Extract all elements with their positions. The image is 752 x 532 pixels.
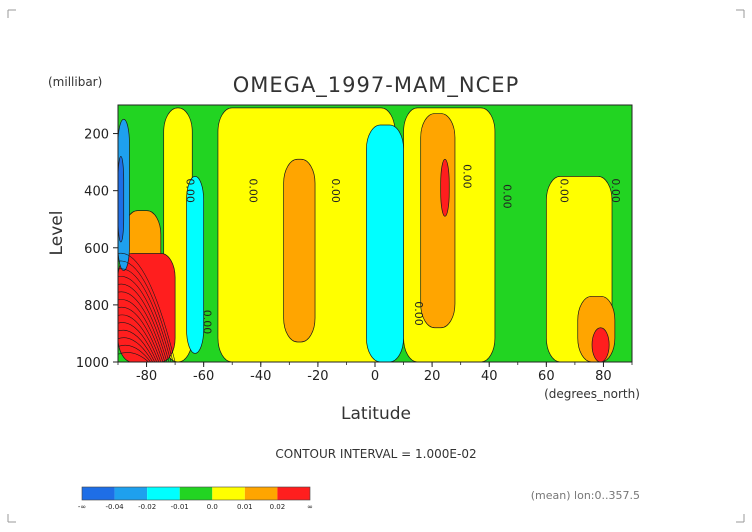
colorbar-label-1: -0.04 <box>106 503 125 511</box>
x-tick-label-1: -60 <box>193 369 214 384</box>
contour-line-12 <box>118 344 151 362</box>
y-axis-title: Level <box>47 211 67 256</box>
x-tick-label-2: -40 <box>250 369 271 384</box>
contour-line-4 <box>118 283 168 362</box>
contour-line-2 <box>118 268 172 362</box>
colorbar-swatch-1 <box>114 487 148 500</box>
contour-region-10 <box>440 158 450 217</box>
y-tick-label-1: 400 <box>84 185 109 200</box>
colorbar-swatch-4 <box>212 487 245 500</box>
contour-label-8: 0.00 <box>201 310 214 335</box>
x-tick-label-0: -80 <box>136 369 157 384</box>
chart-title: OMEGA_1997-MAM_NCEP <box>233 73 519 98</box>
contour-region-4 <box>283 158 316 343</box>
contour-line-6 <box>118 299 164 362</box>
contour-line-13 <box>118 352 149 362</box>
contour-line-11 <box>118 337 153 362</box>
colorbar-label-6: 0.02 <box>270 503 286 511</box>
x-tick-label-6: 40 <box>481 369 498 384</box>
x-axis: -80 -60 -40 -20 0 20 40 60 80 <box>117 362 633 384</box>
contour-region-11 <box>366 124 404 362</box>
contour-line-0 <box>118 253 176 362</box>
corner-marks <box>7 9 745 523</box>
units-label: (millibar) <box>48 75 102 89</box>
colorbar-label-2: -0.02 <box>138 503 156 511</box>
colorbar-label-0: -∞ <box>78 503 86 511</box>
y-tick-label-2: 600 <box>84 242 109 257</box>
contour-lines <box>118 253 176 362</box>
x-tick-label-3: -20 <box>307 369 328 384</box>
x-axis-units: (degrees_north) <box>544 387 640 401</box>
contour-label-3: 0.00 <box>461 164 474 189</box>
contour-line-1 <box>118 260 174 362</box>
x-tick-label-7: 60 <box>538 369 555 384</box>
contour-region-5 <box>420 113 456 329</box>
contour-line-8 <box>118 314 160 362</box>
contour-label-2: 0.00 <box>329 178 342 203</box>
y-tick-label-0: 200 <box>84 128 109 143</box>
contour-region-14 <box>118 156 125 243</box>
contour-line-5 <box>118 291 166 362</box>
colorbar-label-4: 0.0 <box>207 503 218 511</box>
contour-region-12 <box>186 176 205 354</box>
colorbar-swatch-6 <box>277 487 310 500</box>
colorbar-swatch-3 <box>179 487 213 500</box>
contour-label-7: 0.00 <box>412 301 425 326</box>
colorbar-frame <box>81 486 311 501</box>
contour-regions <box>118 107 616 362</box>
colorbar-swatch-5 <box>244 487 278 500</box>
contour-interval: CONTOUR INTERVAL = 1.000E-02 <box>275 447 476 461</box>
y-axis: 200 400 600 800 1000 <box>76 128 118 371</box>
x-axis-title: Latitude <box>341 404 411 424</box>
x-tick-label-8: 80 <box>595 369 612 384</box>
colorbar-label-5: 0.01 <box>237 503 253 511</box>
colorbar-swatch-2 <box>147 487 180 500</box>
contour-label-1: 0.00 <box>246 178 259 203</box>
contour-line-9 <box>118 322 158 362</box>
x-tick-label-4: 0 <box>371 369 379 384</box>
contour-labels: 0.00 0.00 0.00 0.00 0.00 0.00 0.00 0.00 0.00 <box>184 164 622 334</box>
colorbar-label-7: ∞ <box>307 503 313 511</box>
colorbar: -∞ -0.04 -0.02 -0.01 0.0 0.01 0.02 ∞ <box>78 486 313 511</box>
contour-label-6: 0.00 <box>609 178 622 203</box>
y-tick-label-4: 1000 <box>76 356 109 371</box>
contour-region-9 <box>591 327 610 362</box>
footer-mean-lon: (mean) lon:0..357.5 <box>531 489 640 502</box>
colorbar-label-3: -0.01 <box>171 503 189 511</box>
y-tick-label-3: 800 <box>84 299 109 314</box>
contour-label-5: 0.00 <box>558 178 571 203</box>
contour-line-3 <box>118 276 170 362</box>
contour-label-4: 0.00 <box>501 184 514 209</box>
contour-line-7 <box>118 306 162 362</box>
colorbar-swatch-0 <box>82 487 115 500</box>
contour-label-0: 0.00 <box>184 178 197 203</box>
x-tick-label-5: 20 <box>424 369 441 384</box>
contour-line-10 <box>118 329 155 362</box>
